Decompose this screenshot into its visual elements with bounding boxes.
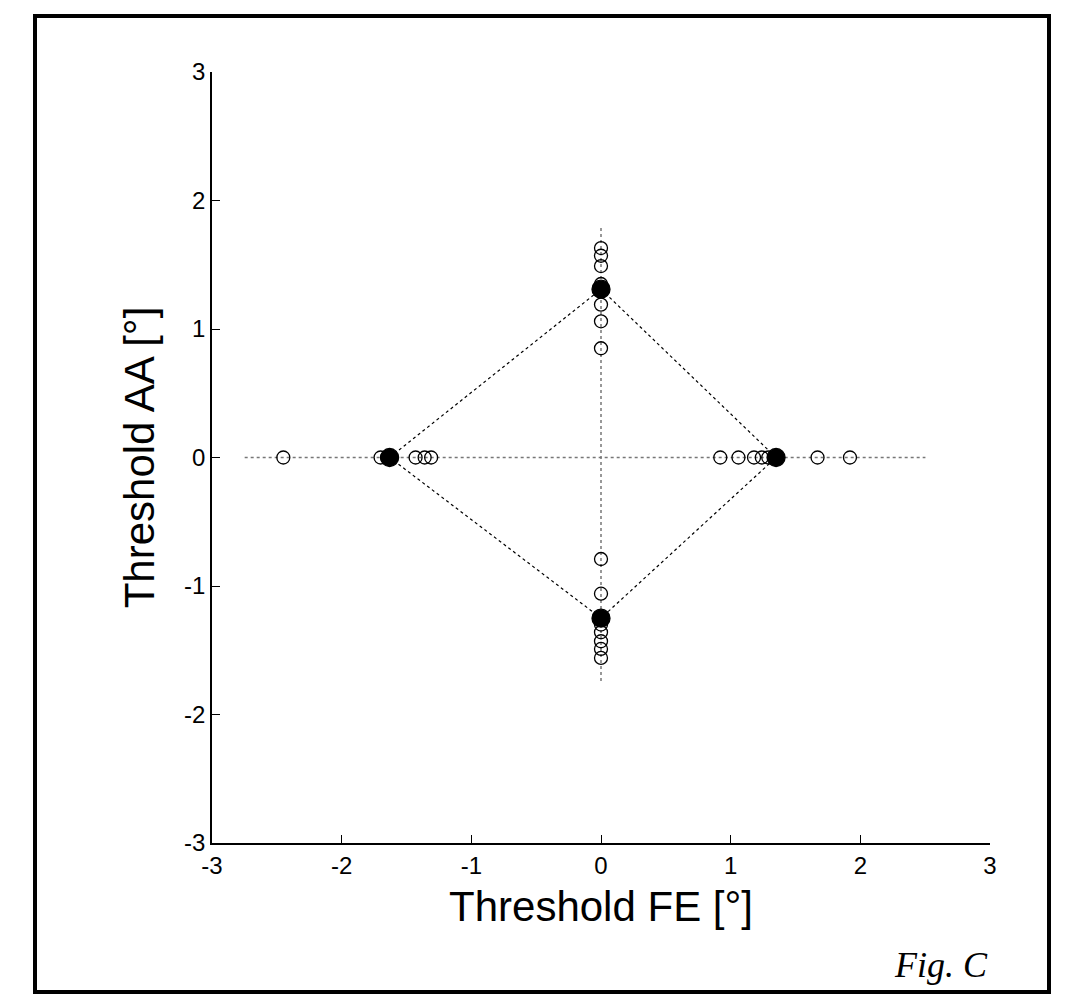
svg-text:-1: -1	[461, 852, 482, 879]
svg-text:1: 1	[192, 315, 205, 342]
svg-text:0: 0	[192, 444, 205, 471]
svg-text:3: 3	[192, 58, 205, 85]
svg-text:1: 1	[724, 852, 737, 879]
svg-text:0: 0	[594, 852, 607, 879]
svg-text:-2: -2	[331, 852, 352, 879]
svg-text:-3: -3	[184, 829, 205, 856]
svg-text:2: 2	[854, 852, 867, 879]
svg-text:-1: -1	[184, 572, 205, 599]
svg-text:Threshold AA [°]: Threshold AA [°]	[116, 307, 163, 609]
svg-text:-2: -2	[184, 701, 205, 728]
svg-text:-3: -3	[201, 852, 222, 879]
svg-text:Threshold FE [°]: Threshold FE [°]	[449, 883, 753, 930]
svg-text:2: 2	[192, 187, 205, 214]
svg-text:3: 3	[983, 852, 996, 879]
svg-text:Fig. C: Fig. C	[894, 945, 988, 985]
